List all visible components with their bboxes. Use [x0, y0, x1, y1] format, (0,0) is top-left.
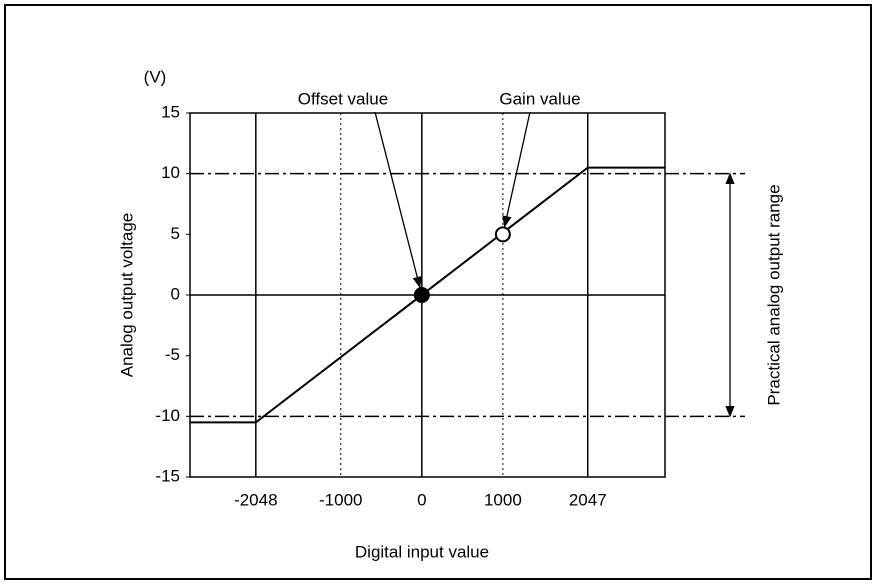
y-tick-label: 5 [171, 224, 180, 243]
x-tick-label: 2047 [569, 490, 607, 509]
annotation-point [413, 287, 430, 303]
x-tick-label: -1000 [319, 490, 362, 509]
x-tick-label: -2048 [234, 490, 277, 509]
annotation-arrow [374, 111, 422, 289]
y-axis-label: Analog output voltage [117, 213, 136, 377]
y-tick-label: -10 [155, 406, 180, 425]
range-label: Practical analog output range [764, 184, 783, 405]
frame [4, 4, 872, 580]
y-tick-label: -5 [165, 345, 180, 364]
y-tick-label: -15 [155, 466, 180, 485]
y-tick-label: 10 [161, 163, 180, 182]
x-tick-label: 0 [417, 490, 426, 509]
x-axis-label: Digital input value [355, 542, 489, 561]
x-tick-label: 1000 [484, 490, 522, 509]
y-tick-label: 15 [161, 102, 180, 121]
annotation-arrow [502, 111, 531, 228]
annotation-point [494, 226, 511, 243]
annotation-text: Offset value [298, 89, 388, 108]
y-tick-label: 0 [171, 284, 180, 303]
annotation-text: Gain value [499, 89, 580, 108]
y-unit: (V) [144, 67, 167, 86]
